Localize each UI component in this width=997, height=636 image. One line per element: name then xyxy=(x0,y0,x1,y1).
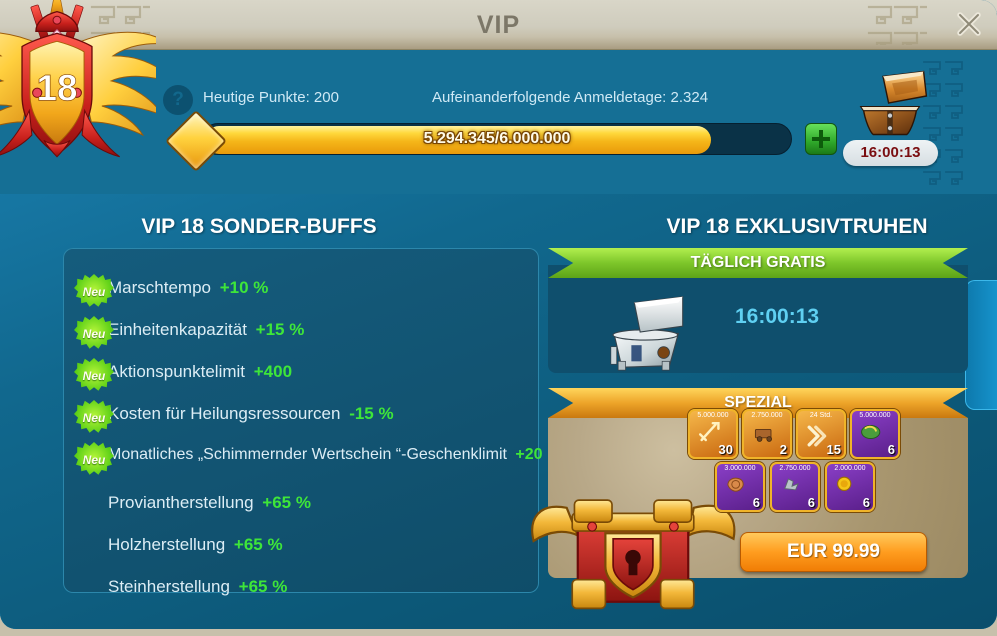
svg-text:18: 18 xyxy=(36,68,77,109)
